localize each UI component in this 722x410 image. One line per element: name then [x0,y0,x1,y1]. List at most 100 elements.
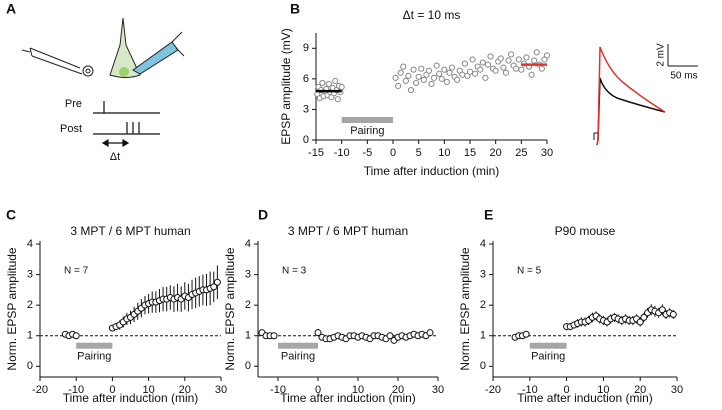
x-tick-label: -5 [362,147,372,159]
x-tick-label: 30 [671,384,683,396]
chart-title: 3 MPT / 6 MPT human [70,224,190,238]
x-axis-label: Time after induction (min) [280,391,416,405]
y-tick-label: 2 [27,299,33,311]
data-point [428,80,435,88]
data-point [392,74,399,81]
interval-label: Δt [110,151,120,163]
data-point [492,67,499,74]
data-point [210,283,218,291]
annotation: N = 7 [64,266,89,277]
chart-title: 3 MPT / 6 MPT human [288,224,408,238]
data-point [531,57,538,64]
data-point [415,73,422,80]
data-point [513,65,520,72]
scale-label: 2 mV [656,43,667,67]
x-tick-label: -20 [32,384,48,396]
panel-label: A [6,1,16,17]
data-point [446,69,453,76]
data-point [472,70,479,77]
data-point [418,65,425,72]
y-tick-label: 2 [480,299,486,311]
panel-label: C [6,207,16,223]
panel-label: E [484,207,493,223]
x-tick-label: 0 [109,384,115,396]
data-point [395,82,402,90]
data-point [405,72,412,79]
data-point [443,78,450,86]
data-point [426,329,434,337]
y-tick-label: 4 [480,238,486,250]
annotation: N = 3 [282,266,307,277]
y-tick-label: 1 [27,330,33,342]
x-tick-label: -20 [485,384,501,396]
data-point [433,62,440,69]
data-point [484,61,492,68]
data-point [332,77,339,84]
data-point [669,310,677,318]
y-tick-label: 3 [480,269,486,281]
y-tick-label: 6 [303,73,309,85]
data-point [466,68,474,75]
panel-label: B [290,1,300,17]
pairing-label: Pairing [281,351,315,363]
pairing-bar [76,342,113,349]
data-point [522,330,530,338]
y-tick-label: 0 [27,360,33,372]
data-point [441,66,448,73]
x-axis-label: Time after induction (min) [364,164,500,178]
data-point [338,83,345,91]
x-tick-label: 0 [315,384,321,396]
data-point [386,332,394,340]
chart-title: Δt = 10 ms [403,8,461,22]
x-tick-label: 10 [597,384,609,396]
x-tick-label: 10 [438,147,450,159]
data-point [461,60,468,67]
data-point [497,55,504,62]
x-tick-label: -10 [270,384,286,396]
y-axis-label: EPSP amplitude (mV) [279,28,293,145]
pairing-bar [341,117,393,123]
data-point [319,79,326,87]
x-tick-label: -10 [522,384,538,396]
y-axis-label: Norm. EPSP amplitude [5,247,19,370]
y-tick-label: 4 [27,238,33,250]
y-tick-label: 1 [245,330,251,342]
data-point [213,278,221,286]
y-tick-label: 0 [480,360,486,372]
x-tick-label: 0 [564,384,570,396]
x-tick-label: -10 [334,147,350,159]
data-point [72,332,80,340]
x-tick-label: 5 [416,147,422,159]
x-tick-label: 25 [515,147,527,159]
y-tick-label: 0 [303,134,309,146]
x-tick-label: -15 [308,147,324,159]
data-point [407,86,415,94]
data-point [502,69,510,76]
data-point [420,76,427,83]
chart-title: P90 mouse [555,224,616,238]
data-point [436,70,443,77]
data-point [482,74,489,81]
data-point [477,66,484,73]
data-point [479,59,486,66]
data-point [543,52,551,59]
data-point [413,79,420,87]
data-point [397,69,404,76]
data-point [515,56,522,63]
pairing-bar [529,342,567,349]
inset-traces [593,46,666,146]
data-point [459,71,466,78]
x-tick-label: 15 [464,147,476,159]
data-point [528,71,535,78]
x-tick-label: 0 [390,147,396,159]
data-point [314,329,322,337]
data-point [430,74,438,81]
data-point [400,63,407,70]
data-point [402,77,409,84]
y-tick-label: 1 [480,330,486,342]
data-point [425,67,433,74]
spike-trains [93,101,160,148]
data-point [454,76,461,83]
y-tick-label: 3 [303,103,309,115]
neuron-schematic [21,17,185,78]
